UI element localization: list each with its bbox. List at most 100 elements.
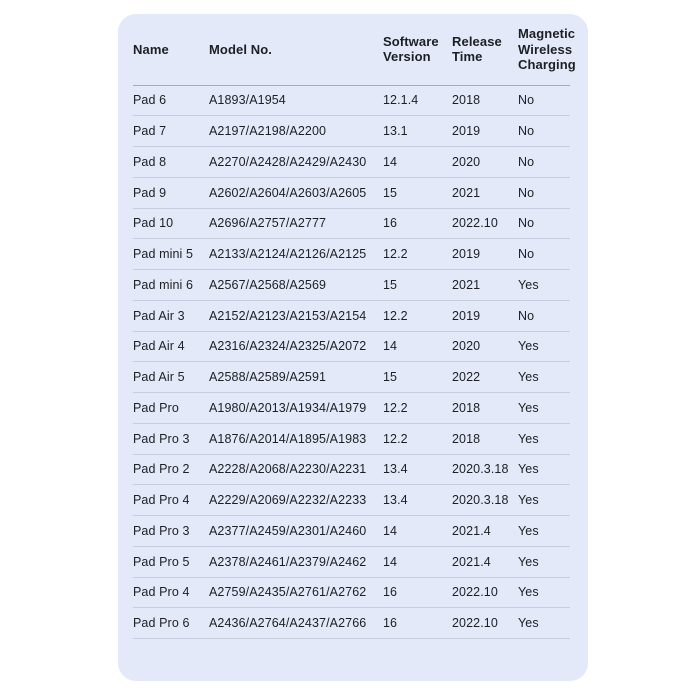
cell-release-time: 2021.4 <box>452 515 518 547</box>
cell-software-version: 13.4 <box>383 454 452 486</box>
cell-model-no: A2229/A2069/A2232/A2233 <box>209 484 383 516</box>
cell-release-time: 2022.10 <box>452 607 518 639</box>
cell-model-no: A2696/A2757/A2777 <box>209 208 383 240</box>
cell-magnetic-wireless-charging: No <box>518 208 570 240</box>
cell-name: Pad 6 <box>133 85 209 117</box>
cell-magnetic-wireless-charging: Yes <box>518 454 570 486</box>
cell-software-version: 12.2 <box>383 300 452 332</box>
cell-model-no: A2270/A2428/A2429/A2430 <box>209 146 383 178</box>
cell-name: Pad Pro 3 <box>133 515 209 547</box>
table-row: Pad 10 A2696/A2757/A2777 16 2022.10 No <box>133 208 570 240</box>
cell-model-no: A2602/A2604/A2603/A2605 <box>209 177 383 209</box>
table-row: Pad mini 5 A2133/A2124/A2126/A2125 12.2 201… <box>133 238 570 270</box>
cell-software-version: 12.1.4 <box>383 85 452 117</box>
cell-name: Pad 8 <box>133 146 209 178</box>
cell-release-time: 2018 <box>452 85 518 117</box>
cell-model-no: A2436/A2764/A2437/A2766 <box>209 607 383 639</box>
column-header-software-version: Software Version <box>383 14 452 86</box>
table-row: Pad Pro 5 A2378/A2461/A2379/A2462 14 2021.4… <box>133 546 570 578</box>
cell-name: Pad Air 5 <box>133 361 209 393</box>
cell-model-no: A2152/A2123/A2153/A2154 <box>209 300 383 332</box>
cell-name: Pad Pro 2 <box>133 454 209 486</box>
cell-model-no: A1980/A2013/A1934/A1979 <box>209 392 383 424</box>
table-row: Pad Pro 4 A2759/A2435/A2761/A2762 16 2022.1… <box>133 577 570 609</box>
table-row: Pad Air 4 A2316/A2324/A2325/A2072 14 2020 Ye… <box>133 331 570 363</box>
cell-release-time: 2019 <box>452 238 518 270</box>
cell-name: Pad Air 3 <box>133 300 209 332</box>
cell-magnetic-wireless-charging: Yes <box>518 423 570 455</box>
cell-name: Pad mini 6 <box>133 269 209 301</box>
cell-software-version: 16 <box>383 607 452 639</box>
cell-model-no: A2377/A2459/A2301/A2460 <box>209 515 383 547</box>
cell-software-version: 15 <box>383 269 452 301</box>
cell-model-no: A1876/A2014/A1895/A1983 <box>209 423 383 455</box>
cell-release-time: 2022.10 <box>452 577 518 609</box>
spec-card: Name Model No. Software Version Release Tim… <box>118 14 588 681</box>
table-body: Pad 6 A1893/A1954 12.1.4 2018 No Pad 7 A2197/A… <box>133 85 570 639</box>
cell-magnetic-wireless-charging: Yes <box>518 546 570 578</box>
cell-magnetic-wireless-charging: No <box>518 177 570 209</box>
cell-model-no: A2567/A2568/A2569 <box>209 269 383 301</box>
cell-software-version: 15 <box>383 361 452 393</box>
cell-magnetic-wireless-charging: Yes <box>518 392 570 424</box>
cell-software-version: 12.2 <box>383 238 452 270</box>
table-row: Pad Air 5 A2588/A2589/A2591 15 2022 Yes <box>133 361 570 393</box>
column-header-magnetic-wireless-charging: Magnetic Wireless Charging <box>518 14 576 86</box>
cell-release-time: 2019 <box>452 300 518 332</box>
cell-software-version: 13.4 <box>383 484 452 516</box>
table-row: Pad 6 A1893/A1954 12.1.4 2018 No <box>133 85 570 117</box>
table-row: Pad 9 A2602/A2604/A2603/A2605 15 2021 No <box>133 177 570 209</box>
cell-magnetic-wireless-charging: Yes <box>518 515 570 547</box>
table-row: Pad 8 A2270/A2428/A2429/A2430 14 2020 No <box>133 146 570 178</box>
cell-magnetic-wireless-charging: Yes <box>518 361 570 393</box>
cell-software-version: 13.1 <box>383 115 452 147</box>
table-row: Pad Pro 2 A2228/A2068/A2230/A2231 13.4 2020… <box>133 454 570 486</box>
cell-release-time: 2020.3.18 <box>452 484 518 516</box>
table-header-row: Name Model No. Software Version Release Tim… <box>133 14 576 86</box>
cell-name: Pad mini 5 <box>133 238 209 270</box>
cell-model-no: A2133/A2124/A2126/A2125 <box>209 238 383 270</box>
cell-magnetic-wireless-charging: No <box>518 146 570 178</box>
cell-software-version: 14 <box>383 146 452 178</box>
table-row: Pad Pro A1980/A2013/A1934/A1979 12.2 2018 Ye… <box>133 392 570 424</box>
spec-table: Name Model No. Software Version Release Tim… <box>133 14 576 639</box>
cell-magnetic-wireless-charging: Yes <box>518 577 570 609</box>
cell-name: Pad Pro 4 <box>133 577 209 609</box>
cell-model-no: A2378/A2461/A2379/A2462 <box>209 546 383 578</box>
cell-magnetic-wireless-charging: Yes <box>518 269 570 301</box>
table-row: Pad Pro 4 A2229/A2069/A2232/A2233 13.4 2020… <box>133 484 570 516</box>
cell-model-no: A2228/A2068/A2230/A2231 <box>209 454 383 486</box>
cell-release-time: 2022 <box>452 361 518 393</box>
table-row: Pad 7 A2197/A2198/A2200 13.1 2019 No <box>133 115 570 147</box>
cell-model-no: A2197/A2198/A2200 <box>209 115 383 147</box>
cell-name: Pad Pro 4 <box>133 484 209 516</box>
cell-release-time: 2018 <box>452 392 518 424</box>
cell-magnetic-wireless-charging: No <box>518 115 570 147</box>
cell-name: Pad 7 <box>133 115 209 147</box>
cell-magnetic-wireless-charging: Yes <box>518 607 570 639</box>
cell-name: Pad 10 <box>133 208 209 240</box>
cell-release-time: 2021 <box>452 269 518 301</box>
cell-model-no: A2316/A2324/A2325/A2072 <box>209 331 383 363</box>
table-row: Pad Pro 3 A1876/A2014/A1895/A1983 12.2 2018… <box>133 423 570 455</box>
cell-release-time: 2020.3.18 <box>452 454 518 486</box>
column-header-model-no: Model No. <box>209 14 383 86</box>
cell-magnetic-wireless-charging: Yes <box>518 484 570 516</box>
cell-release-time: 2019 <box>452 115 518 147</box>
cell-release-time: 2022.10 <box>452 208 518 240</box>
cell-model-no: A2588/A2589/A2591 <box>209 361 383 393</box>
table-row: Pad Air 3 A2152/A2123/A2153/A2154 12.2 2019… <box>133 300 570 332</box>
column-header-release-time: Release Time <box>452 14 518 86</box>
cell-release-time: 2020 <box>452 331 518 363</box>
table-row: Pad Pro 6 A2436/A2764/A2437/A2766 16 2022.1… <box>133 607 570 639</box>
table-row: Pad mini 6 A2567/A2568/A2569 15 2021 Yes <box>133 269 570 301</box>
cell-software-version: 14 <box>383 331 452 363</box>
cell-magnetic-wireless-charging: No <box>518 238 570 270</box>
cell-model-no: A2759/A2435/A2761/A2762 <box>209 577 383 609</box>
table-row: Pad Pro 3 A2377/A2459/A2301/A2460 14 2021.4… <box>133 515 570 547</box>
cell-name: Pad Air 4 <box>133 331 209 363</box>
cell-release-time: 2021 <box>452 177 518 209</box>
cell-release-time: 2020 <box>452 146 518 178</box>
column-header-name: Name <box>133 14 209 86</box>
cell-magnetic-wireless-charging: No <box>518 85 570 117</box>
